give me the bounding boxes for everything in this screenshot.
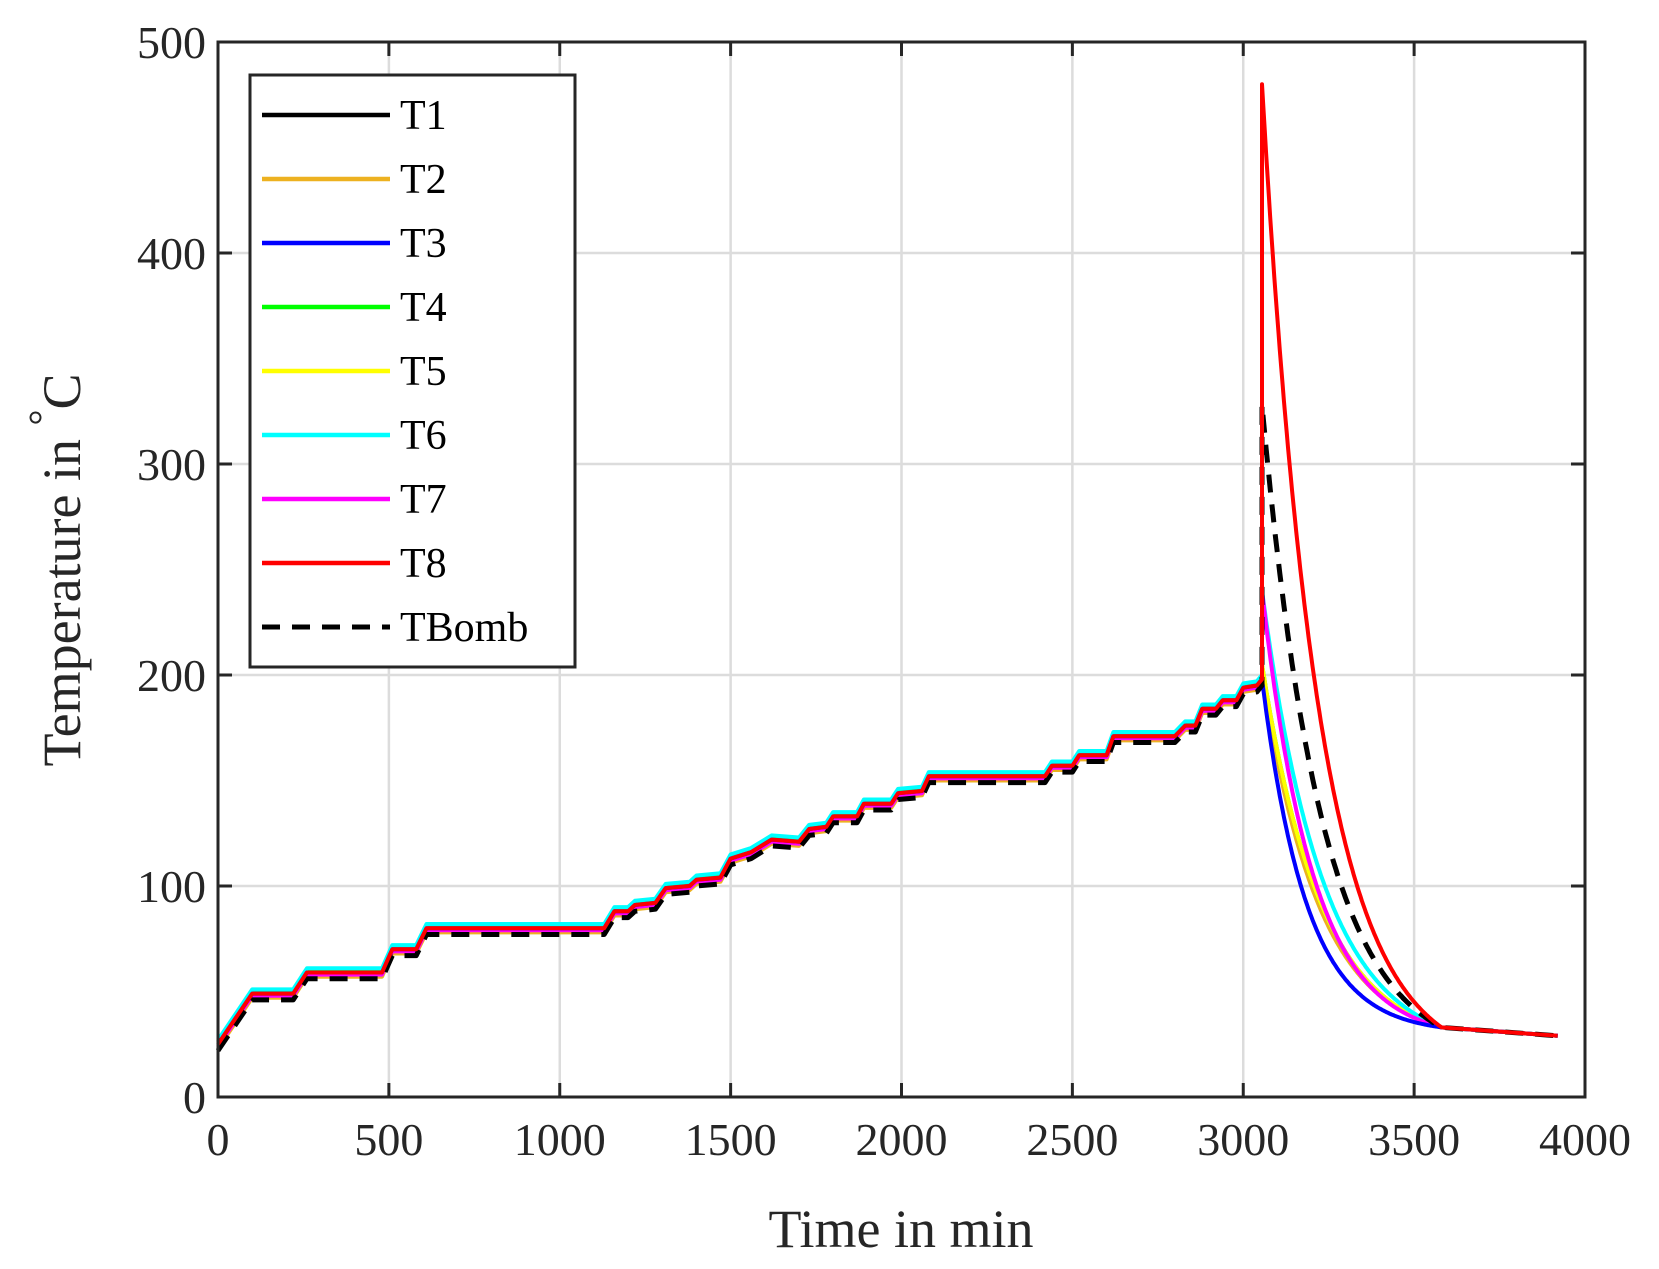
x-tick-label: 1000 [514, 1114, 606, 1165]
y-tick-label: 300 [137, 439, 206, 490]
y-axis-label-text: Temperature in [32, 425, 92, 766]
x-tick-label: 1500 [685, 1114, 777, 1165]
y-axis-label-unit: C [32, 373, 92, 409]
legend-label-t7: T7 [400, 477, 447, 523]
x-tick-label: 2500 [1026, 1114, 1118, 1165]
y-tick-label: 200 [137, 650, 206, 701]
series-line-t7 [216, 588, 1558, 1048]
series-line-t8 [216, 82, 1558, 1046]
y-axis-label: Temperature in °C [20, 373, 92, 766]
legend-label-t3: T3 [400, 221, 447, 267]
x-tick-label: 2000 [856, 1114, 948, 1165]
legend-label-t8: T8 [400, 541, 447, 587]
y-axis-label-degree: ° [20, 409, 65, 425]
legend-label-t1: T1 [400, 93, 447, 139]
y-tick-label: 400 [137, 228, 206, 279]
series-line-tbomb [215, 402, 1558, 1052]
legend-label-t4: T4 [400, 285, 447, 331]
x-tick-label: 0 [207, 1114, 230, 1165]
data-series [215, 82, 1558, 1052]
y-tick-label: 0 [183, 1072, 206, 1123]
x-tick-label: 500 [354, 1114, 423, 1165]
x-axis-label: Time in min [768, 1199, 1033, 1259]
y-tick-label: 500 [137, 17, 206, 68]
y-axis-label-group: Temperature in °C [20, 373, 92, 766]
legend-label-t5: T5 [400, 349, 447, 395]
series-line-t6 [216, 588, 1558, 1042]
legend-label-t2: T2 [400, 157, 447, 203]
x-tick-label: 3500 [1368, 1114, 1460, 1165]
axis-ticks: 0 500 1000 1500 2000 2500 3000 3500 4000 0 100 200 3… [137, 17, 1631, 1165]
x-tick-label: 4000 [1539, 1114, 1631, 1165]
legend: T1 T2 T3 T4 T5 T6 T7 T8 TBomb [248, 73, 577, 669]
x-tick-label: 3000 [1197, 1114, 1289, 1165]
y-tick-label: 100 [137, 861, 206, 912]
legend-label-tbomb: TBomb [400, 605, 528, 651]
legend-label-t6: T6 [400, 413, 447, 459]
